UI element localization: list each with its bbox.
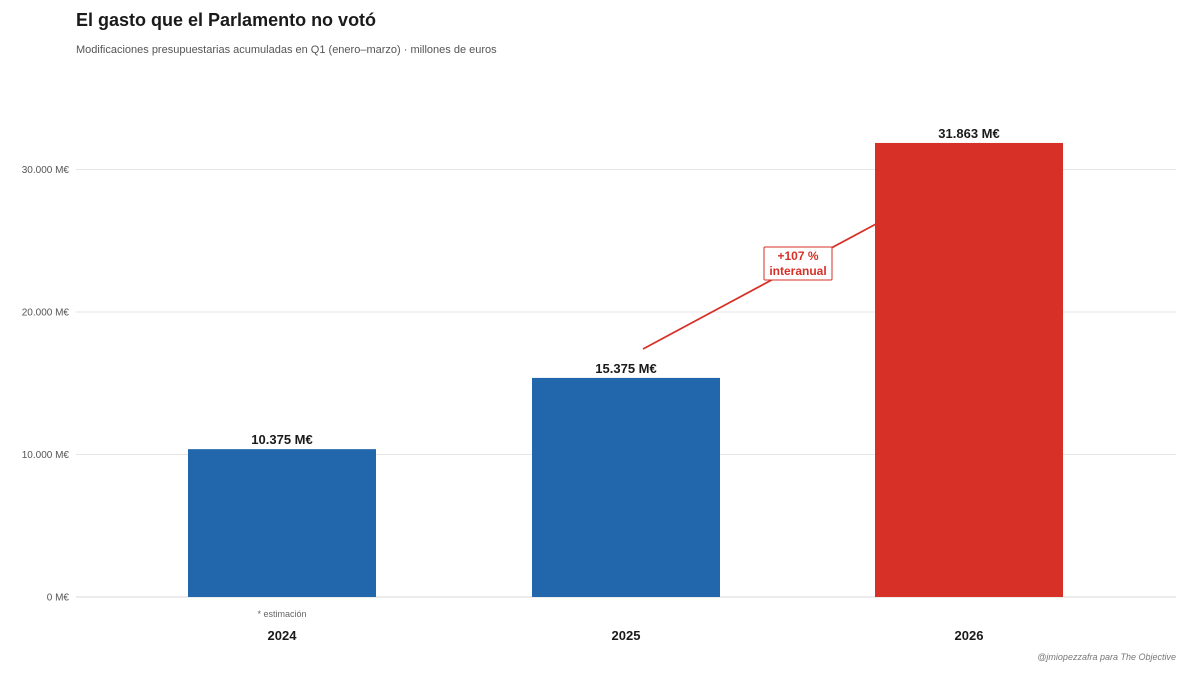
y-tick-label: 10.000 M€ [22,450,70,461]
annotation-text: +107 % [777,249,818,263]
y-tick-label: 0 M€ [47,593,70,604]
bar-2025 [532,377,720,597]
credit: @jmiopezzafra para The Objective [1037,652,1176,662]
y-tick-label: 30.000 M€ [22,165,70,176]
x-tick-label: 2026 [955,628,984,643]
bar-2024 [188,449,376,597]
value-label: 10.375 M€ [251,432,312,447]
value-label: 15.375 M€ [595,361,656,376]
value-label: 31.863 M€ [938,126,999,141]
x-tick-label: 2024 [268,628,298,643]
bar-2026 [875,142,1063,597]
annotation-line [642,223,877,350]
x-tick-label: 2025 [612,628,641,643]
chart-title: El gasto que el Parlamento no votó [76,10,377,30]
chart-subtitle: Modificaciones presupuestarias acumulada… [76,44,497,56]
y-tick-label: 20.000 M€ [22,308,70,319]
estimation-note: * estimación [257,609,306,619]
annotation-text: interanual [769,264,826,278]
annotation-box [763,246,833,281]
